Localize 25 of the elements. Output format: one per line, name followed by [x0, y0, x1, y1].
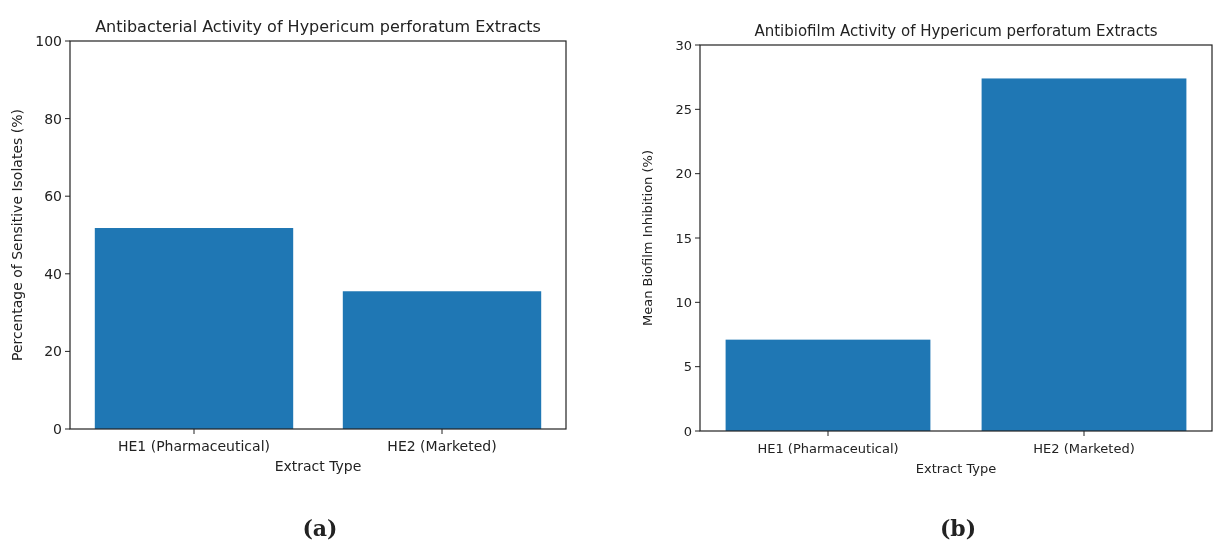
- x-tick-label: HE1 (Pharmaceutical): [757, 441, 899, 456]
- y-tick-label: 15: [675, 230, 692, 246]
- y-axis-title: Percentage of Sensitive Isolates (%): [9, 109, 25, 361]
- text: (a): [302, 515, 338, 541]
- y-axis-title: Mean Biofilm Inhibition (%): [640, 150, 655, 326]
- y-tick-label: 40: [44, 265, 62, 282]
- x-tick-label: HE2 (Marketed): [1033, 441, 1135, 456]
- y-tick-label: 20: [675, 166, 692, 182]
- x-tick-label: HE2 (Marketed): [387, 438, 497, 454]
- y-tick-label: 100: [35, 32, 62, 49]
- y-tick-label: 80: [44, 110, 62, 127]
- y-tick-label: 25: [675, 101, 692, 117]
- x-tick-label: HE1 (Pharmaceutical): [117, 438, 271, 454]
- x-axis-title: Extract Type: [915, 461, 997, 476]
- y-tick-label: 60: [44, 188, 62, 205]
- y-tick-label: 10: [675, 294, 692, 310]
- y-tick-label: 0: [53, 420, 62, 437]
- y-tick-label: 0: [683, 423, 692, 439]
- chart-title: Antibacterial Activity of Hypericum perforatum Extracts: [95, 17, 541, 36]
- text: (b): [939, 515, 977, 541]
- y-tick-label: 20: [44, 343, 62, 360]
- x-axis-title: Extract Type: [274, 458, 362, 474]
- y-tick-label: 5: [683, 359, 692, 375]
- y-tick-label: 30: [675, 37, 692, 53]
- chart-title: Antibiofilm Activity of Hypericum perforatum Extracts: [754, 22, 1158, 40]
